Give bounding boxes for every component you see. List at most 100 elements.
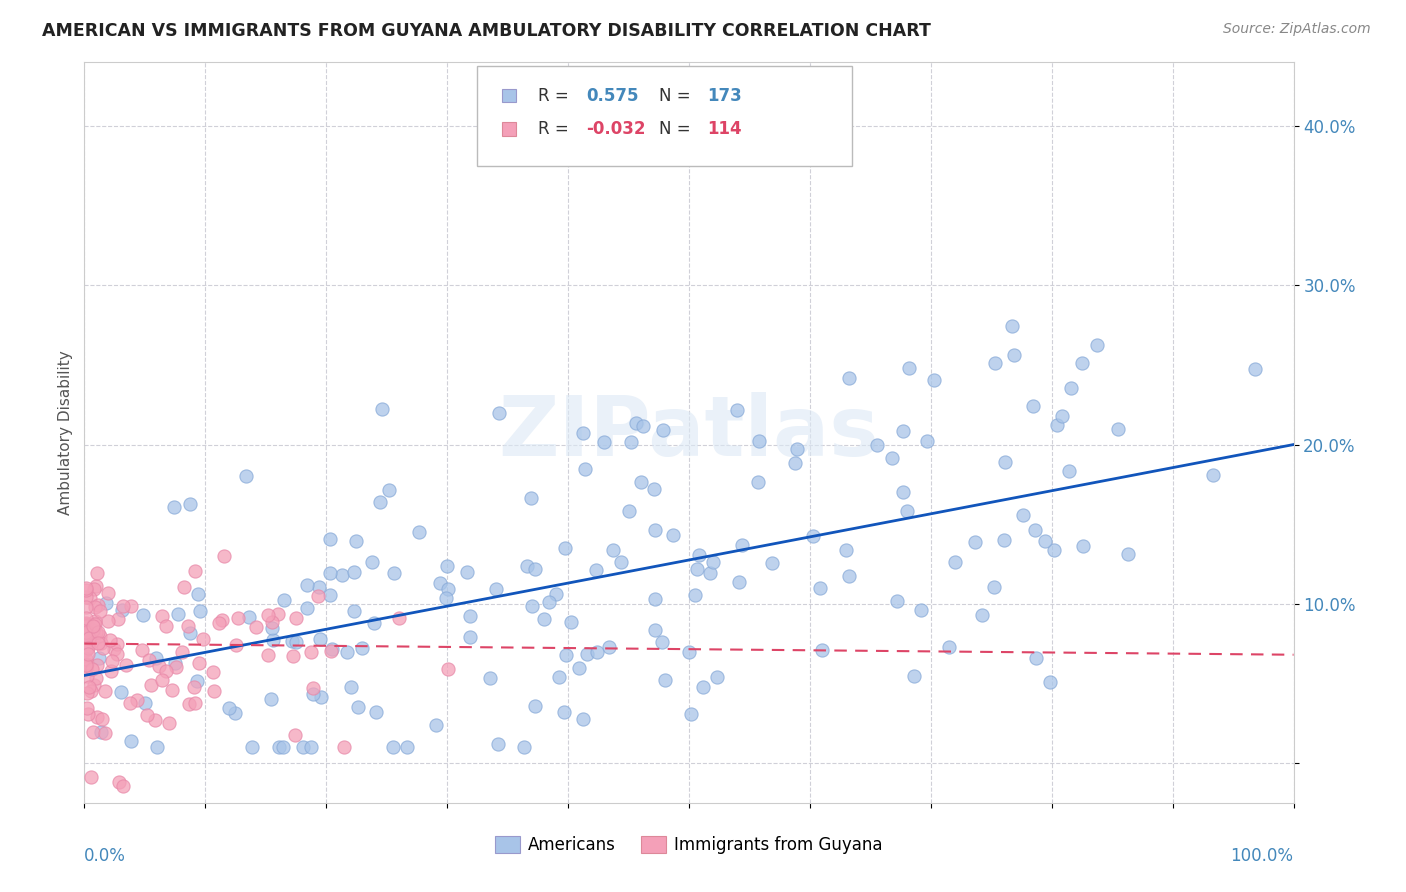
Point [295, 600, 318, 615]
Point [110, 684, 132, 698]
Point [626, 416, 648, 430]
Point [75, 590, 97, 604]
Point [183, 564, 205, 578]
Point [82, 619, 104, 633]
Point [1042, 543, 1064, 558]
Point [94, 596, 117, 610]
Point [585, 563, 607, 577]
Point [97, 586, 120, 600]
Point [157, 715, 180, 730]
Point [342, 604, 364, 618]
Point [368, 494, 391, 508]
Point [93, 684, 115, 698]
Point [644, 623, 666, 637]
Point [111, 779, 134, 793]
Point [886, 594, 908, 608]
Point [730, 538, 752, 552]
Point [101, 653, 124, 667]
Point [898, 360, 921, 375]
Point [538, 595, 561, 609]
Point [485, 582, 508, 596]
Point [651, 423, 673, 437]
Point [84, 579, 107, 593]
Point [94, 725, 117, 739]
Text: 100.0%: 100.0% [1230, 847, 1294, 865]
Point [75, 643, 97, 657]
Point [301, 688, 323, 702]
Point [145, 651, 167, 665]
Point [363, 615, 385, 630]
Point [83, 616, 105, 631]
Point [86, 566, 108, 580]
Point [76, 618, 98, 632]
Point [567, 661, 589, 675]
Point [77, 647, 100, 661]
Point [211, 613, 233, 627]
Point [91, 712, 114, 726]
Point [308, 589, 330, 603]
Point [1039, 675, 1062, 690]
Point [1071, 540, 1094, 554]
Point [177, 619, 200, 633]
Point [262, 621, 284, 635]
Point [576, 648, 599, 662]
Point [728, 575, 751, 590]
Point [75, 659, 97, 673]
Point [134, 696, 156, 710]
Point [915, 434, 938, 448]
Point [83, 678, 105, 692]
Point [283, 649, 305, 664]
Point [1107, 422, 1129, 436]
Point [165, 660, 187, 674]
Point [761, 556, 783, 570]
Point [838, 568, 860, 582]
Point [267, 607, 290, 621]
Point [83, 630, 105, 644]
Point [184, 696, 207, 710]
Point [155, 619, 177, 633]
Point [880, 451, 903, 466]
Point [572, 425, 595, 440]
Point [77, 707, 100, 722]
Point [235, 469, 257, 483]
Point [586, 644, 609, 658]
Point [1024, 524, 1046, 538]
Point [651, 635, 673, 649]
Point [965, 535, 987, 549]
Point [610, 555, 633, 569]
Point [76, 685, 98, 699]
Point [82, 624, 104, 638]
Y-axis label: Ambulatory Disability: Ambulatory Disability [58, 351, 73, 515]
Point [748, 434, 770, 448]
Point [1085, 338, 1108, 352]
Point [554, 541, 576, 556]
Point [100, 664, 122, 678]
Point [80, 771, 103, 785]
Point [224, 706, 246, 720]
Point [1070, 356, 1092, 370]
Point [75, 617, 97, 632]
Point [179, 698, 201, 712]
Point [488, 407, 510, 421]
Point [76, 669, 98, 683]
Point [76, 701, 98, 715]
Point [395, 740, 418, 755]
Point [262, 615, 284, 630]
Point [1001, 318, 1024, 333]
Point [801, 529, 824, 543]
Point [574, 462, 596, 476]
Point [103, 642, 125, 657]
Point [139, 678, 162, 692]
Point [388, 611, 411, 625]
Point [225, 638, 247, 652]
Point [786, 442, 808, 456]
Point [319, 532, 342, 546]
Point [257, 608, 280, 623]
Point [560, 615, 582, 629]
Point [319, 588, 342, 602]
Point [82, 724, 104, 739]
Point [1012, 508, 1035, 522]
Point [80, 684, 103, 698]
Point [208, 615, 231, 630]
Point [555, 648, 578, 662]
